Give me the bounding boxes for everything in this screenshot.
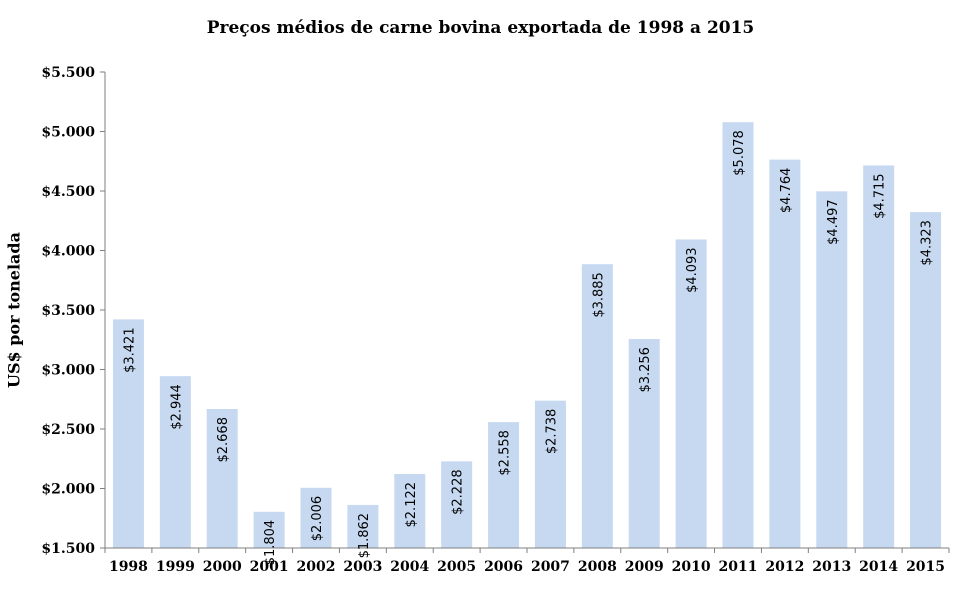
y-tick-label: $4.000 bbox=[41, 244, 95, 260]
bar-2015 bbox=[910, 212, 942, 549]
y-tick-label: $5.000 bbox=[41, 125, 95, 141]
x-tick-label: 2005 bbox=[437, 559, 476, 575]
data-label: $2.228 bbox=[451, 469, 466, 515]
bar-2014 bbox=[863, 165, 895, 549]
x-tick-label: 2015 bbox=[906, 559, 945, 575]
x-tick-label: 2011 bbox=[719, 559, 758, 575]
chart-title: Preços médios de carne bovina exportada … bbox=[206, 18, 755, 38]
bar-1999 bbox=[159, 376, 191, 548]
data-label: $3.256 bbox=[638, 347, 653, 393]
data-label: $2.668 bbox=[216, 417, 231, 463]
y-tick-label: $2.000 bbox=[41, 482, 95, 498]
x-tick-label: 2007 bbox=[531, 559, 570, 575]
bar-2004 bbox=[394, 473, 426, 548]
bar-2010 bbox=[675, 239, 707, 549]
bar-2000 bbox=[206, 409, 238, 548]
y-tick-label: $3.500 bbox=[41, 303, 95, 319]
data-label: $4.715 bbox=[873, 173, 888, 219]
bar-2006 bbox=[488, 422, 520, 548]
x-tick-label: 2008 bbox=[578, 559, 617, 575]
y-tick-label: $1.500 bbox=[41, 541, 95, 557]
data-label: $4.497 bbox=[826, 199, 841, 245]
bar-2013 bbox=[816, 191, 848, 548]
data-label: $3.421 bbox=[122, 327, 137, 373]
data-label: $2.738 bbox=[544, 409, 559, 455]
x-tick-label: 2012 bbox=[765, 559, 804, 575]
data-label: $4.323 bbox=[920, 220, 935, 265]
bar-1998 bbox=[112, 319, 144, 548]
x-tick-label: 2000 bbox=[203, 559, 242, 575]
data-labels: $3.421 $2.944 $2.668 $1.804 $2.006 $1.862 $2.1… bbox=[122, 130, 934, 565]
data-label: $3.885 bbox=[591, 272, 606, 318]
x-tick-label: 2003 bbox=[343, 559, 382, 575]
bar-2009 bbox=[628, 339, 660, 548]
data-label: $2.122 bbox=[404, 482, 419, 528]
bar-2012 bbox=[769, 159, 801, 549]
y-tick-label: $5.500 bbox=[41, 65, 95, 81]
x-tick-label: 2010 bbox=[672, 559, 711, 575]
x-tick-label: 2001 bbox=[250, 559, 289, 575]
data-label: $2.006 bbox=[310, 496, 325, 542]
bar-2011 bbox=[722, 122, 754, 548]
data-label: $2.558 bbox=[498, 430, 513, 476]
data-label: $1.804 bbox=[263, 520, 278, 566]
bar-2005 bbox=[441, 461, 473, 548]
bar-2002 bbox=[300, 487, 332, 548]
axes-group bbox=[100, 71, 950, 553]
bar-2007 bbox=[534, 400, 566, 548]
x-tick-label: 2002 bbox=[297, 559, 336, 575]
data-label: $1.862 bbox=[357, 513, 372, 559]
bar-2003 bbox=[347, 504, 379, 548]
data-label: $5.078 bbox=[732, 130, 747, 176]
x-tick-label: 2004 bbox=[390, 559, 429, 575]
y-tick-label: $2.500 bbox=[41, 422, 95, 438]
y-tick-label: $4.500 bbox=[41, 184, 95, 200]
x-tick-label: 2014 bbox=[859, 559, 898, 575]
y-tick-labels: $1.500 $2.000 $2.500 $3.000 $3.500 $4.000 $4.5… bbox=[41, 65, 95, 557]
data-label: $4.764 bbox=[779, 168, 794, 214]
bar-2001 bbox=[253, 511, 285, 548]
bars-group bbox=[112, 122, 942, 549]
x-tick-label: 1998 bbox=[109, 559, 148, 575]
y-tick-label: $3.000 bbox=[41, 363, 95, 379]
data-label: $2.944 bbox=[169, 384, 184, 430]
x-tick-labels: 1998 1999 2000 2001 2002 2003 2004 2005 2006 2007… bbox=[109, 559, 945, 575]
x-tick-label: 2009 bbox=[625, 559, 664, 575]
x-tick-label: 2006 bbox=[484, 559, 523, 575]
x-tick-label: 2013 bbox=[812, 559, 851, 575]
bar-2008 bbox=[581, 264, 613, 548]
x-tick-label: 1999 bbox=[156, 559, 195, 575]
data-label: $4.093 bbox=[685, 247, 700, 292]
